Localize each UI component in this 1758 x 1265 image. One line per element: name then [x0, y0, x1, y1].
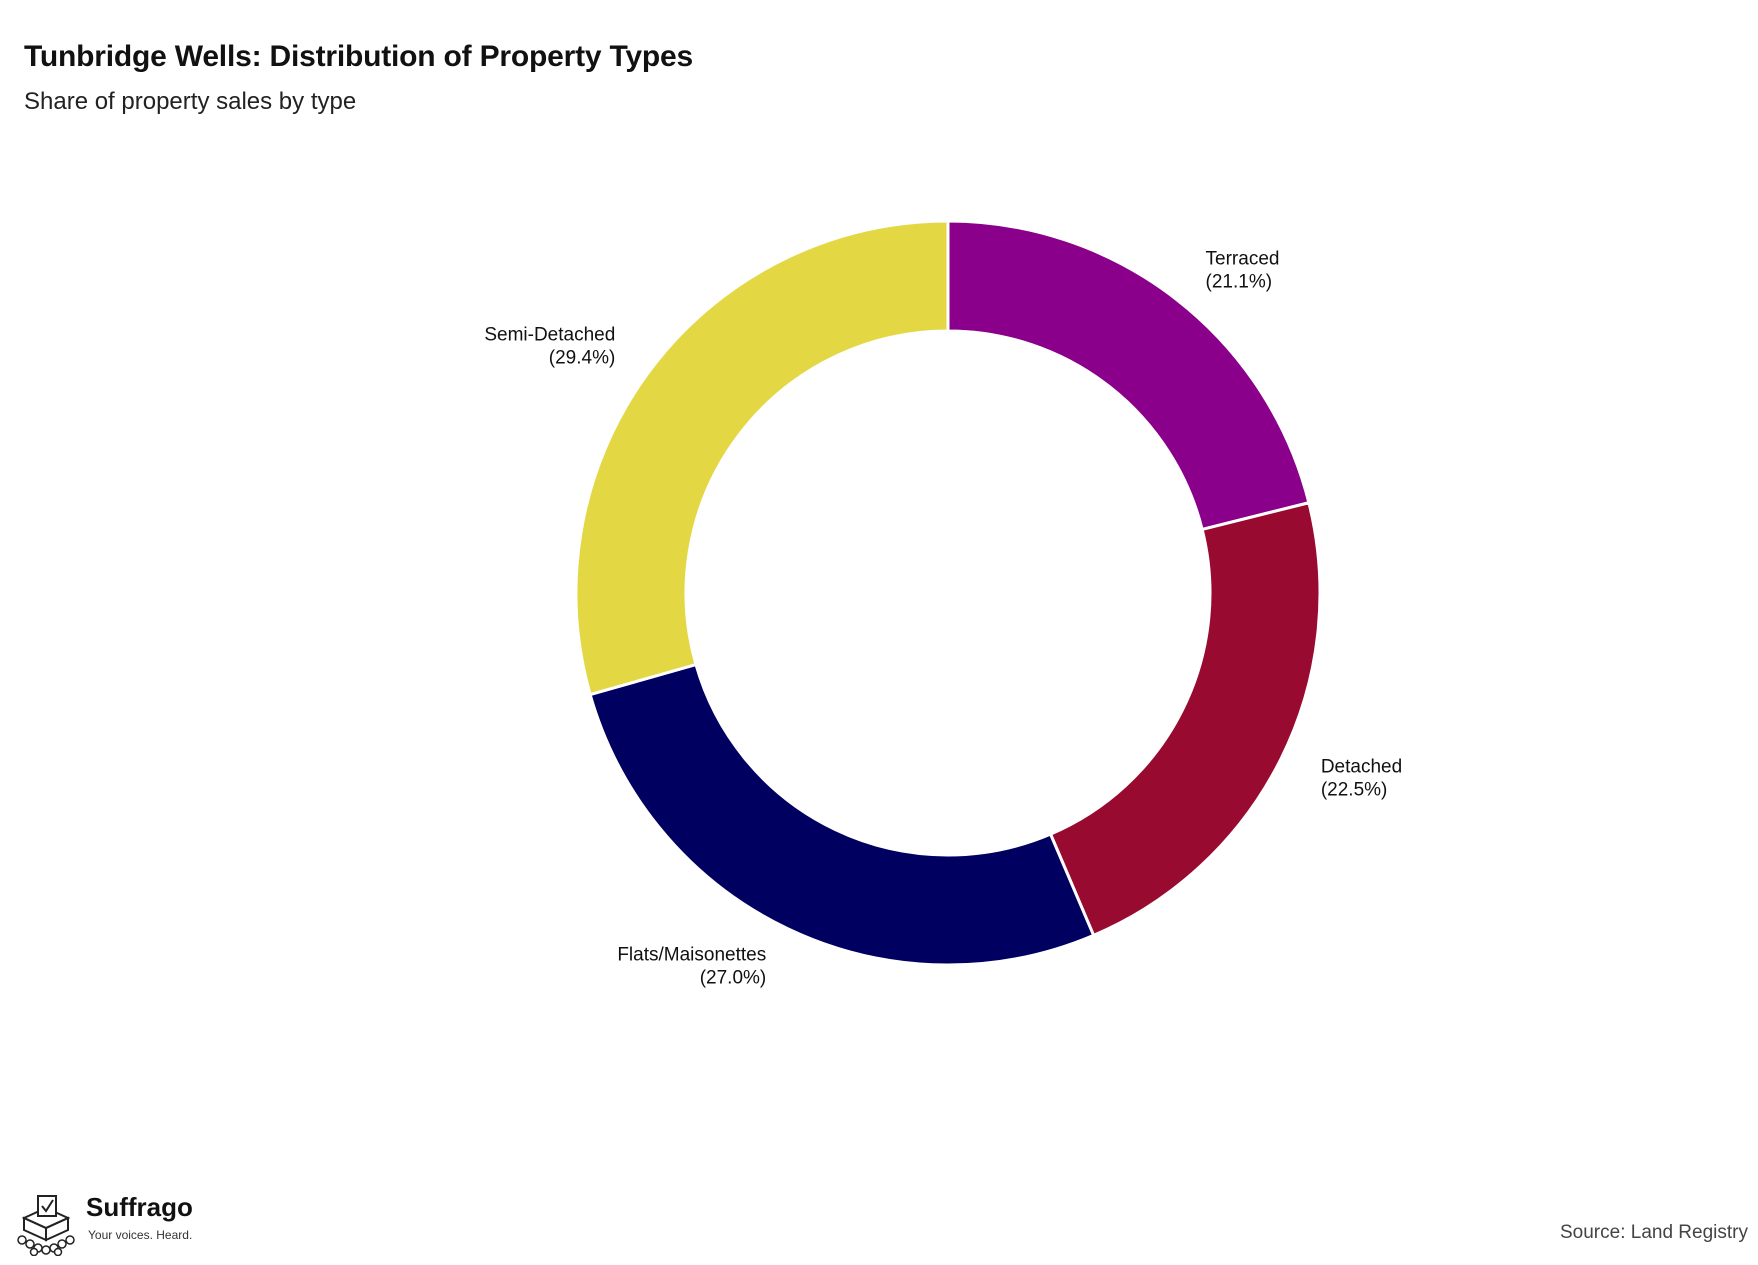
- brand-tagline: Your voices. Heard.: [88, 1228, 193, 1242]
- slice-semi-detached: [574, 219, 950, 697]
- slice-terraced: [946, 219, 1311, 532]
- slice-label-flats-maisonettes: Flats/Maisonettes: [617, 945, 766, 966]
- slice-label-terraced: Terraced: [1206, 248, 1280, 269]
- chart-subtitle: Share of property sales by type: [24, 88, 357, 115]
- slice-label-detached: Detached: [1321, 757, 1402, 778]
- slice-value-detached: (22.5%): [1321, 780, 1388, 801]
- chart-title: Tunbridge Wells: Distribution of Propert…: [24, 40, 693, 73]
- slice-flats-maisonettes: [588, 662, 1096, 967]
- brand-name: Suffrago: [86, 1192, 193, 1222]
- donut-slices: [574, 219, 1322, 967]
- slice-value-flats-maisonettes: (27.0%): [700, 968, 767, 989]
- slice-value-semi-detached: (29.4%): [549, 348, 616, 369]
- ballot-box-icon: [17, 1195, 75, 1256]
- brand-logo-block: Suffrago Your voices. Heard.: [16, 1192, 216, 1256]
- source-note: Source: Land Registry: [1560, 1222, 1748, 1243]
- slice-value-terraced: (21.1%): [1206, 271, 1273, 292]
- slice-detached: [1048, 500, 1322, 938]
- slice-label-semi-detached: Semi-Detached: [484, 325, 615, 346]
- slice-labels: Terraced(21.1%) Detached(22.5%) Flats/Mais…: [484, 248, 1402, 988]
